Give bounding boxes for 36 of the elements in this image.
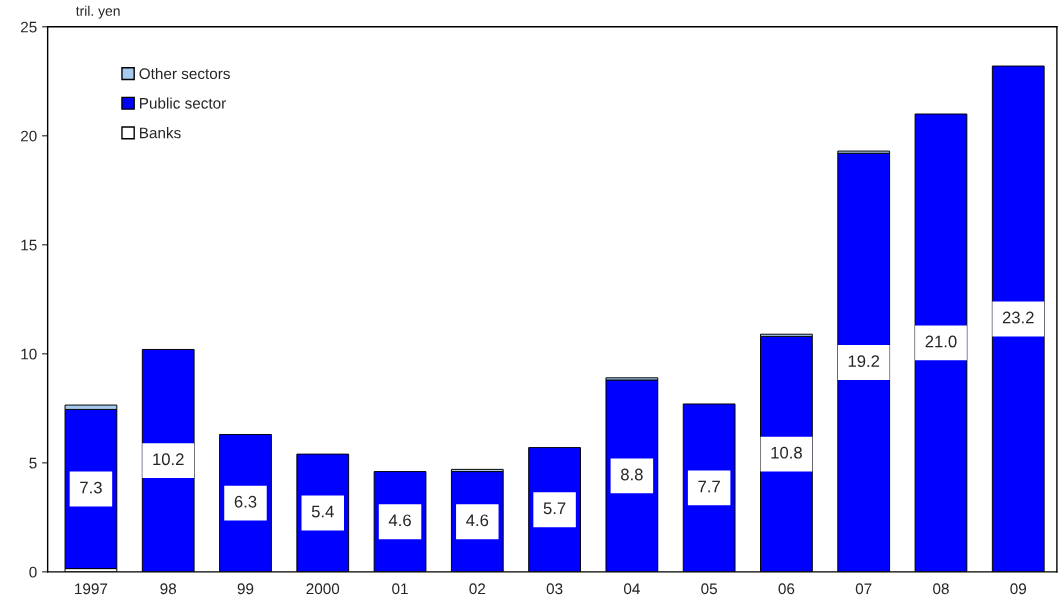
x-tick-label: 05 bbox=[701, 583, 717, 595]
y-tick-label: 5 bbox=[29, 457, 37, 469]
y-tick-label: 15 bbox=[21, 239, 37, 251]
x-tick-label: 06 bbox=[778, 583, 795, 595]
y-tick-label: 10 bbox=[21, 348, 37, 360]
data-label: 4.6 bbox=[388, 514, 411, 527]
x-tick-label: 04 bbox=[623, 583, 640, 595]
x-tick-label: 08 bbox=[933, 583, 949, 595]
y-tick-label: 25 bbox=[21, 21, 37, 33]
x-tick-label: 99 bbox=[237, 583, 254, 595]
data-label: 10.2 bbox=[153, 453, 184, 466]
legend-label: Public sector bbox=[140, 97, 226, 109]
legend-label: Other sectors bbox=[139, 67, 230, 80]
y-tick-label: 0 bbox=[29, 566, 37, 578]
data-label: 23.2 bbox=[1002, 311, 1034, 324]
x-tick-label: 02 bbox=[469, 583, 486, 595]
x-tick-label: 09 bbox=[1010, 583, 1027, 595]
x-tick-label: 07 bbox=[855, 583, 872, 595]
x-tick-label: 01 bbox=[392, 583, 408, 595]
x-tick-label: 2000 bbox=[306, 583, 340, 595]
legend-label: Banks bbox=[140, 127, 181, 139]
data-label: 4.6 bbox=[466, 514, 489, 527]
data-label: 21.0 bbox=[925, 335, 957, 348]
x-tick-label: 03 bbox=[546, 583, 563, 595]
y-tick-label: 20 bbox=[21, 130, 37, 142]
data-label: 10.8 bbox=[771, 446, 802, 459]
data-label: 19.2 bbox=[848, 355, 880, 368]
data-label: 5.4 bbox=[311, 505, 334, 518]
x-tick-label: 98 bbox=[160, 583, 177, 595]
x-tick-label: 1997 bbox=[75, 583, 108, 595]
data-label: 5.7 bbox=[543, 502, 566, 515]
data-label: 7.3 bbox=[80, 481, 102, 494]
data-label: 7.7 bbox=[698, 480, 720, 493]
data-label: 8.8 bbox=[621, 468, 643, 481]
y-axis-title: tril. yen bbox=[75, 5, 120, 19]
data-label: 6.3 bbox=[234, 495, 257, 508]
